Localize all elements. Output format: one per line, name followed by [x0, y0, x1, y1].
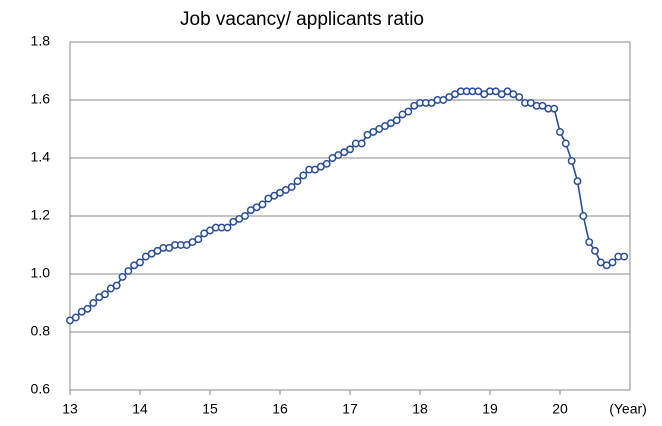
data-point	[258, 200, 267, 209]
x-tick-label: 18	[412, 401, 428, 417]
data-point	[118, 272, 127, 281]
data-point	[194, 235, 203, 244]
data-point	[287, 183, 296, 191]
data-point	[556, 127, 564, 136]
data-point	[101, 290, 109, 299]
y-tick-label: 1.6	[31, 91, 51, 107]
y-tick-label: 1.4	[31, 149, 51, 165]
x-tick-label: 13	[62, 401, 78, 417]
data-point	[357, 139, 366, 148]
data-point	[515, 93, 524, 102]
data-point	[241, 212, 249, 220]
y-tick-label: 1.2	[31, 207, 51, 223]
data-point	[346, 145, 354, 154]
data-point	[567, 156, 576, 165]
data-point	[83, 304, 92, 313]
x-axis-label: (Year)	[609, 401, 647, 417]
data-point	[89, 299, 98, 307]
data-point	[591, 246, 599, 255]
y-tick-label: 1.0	[31, 265, 51, 281]
data-point	[124, 267, 133, 276]
data-point	[136, 258, 144, 267]
y-tick-label: 0.6	[31, 381, 51, 397]
chart-title: Job vacancy/ applicants ratio	[180, 9, 424, 30]
series-line	[69, 90, 625, 322]
data-point	[561, 139, 570, 148]
data-point	[322, 159, 331, 168]
x-tick-label: 15	[202, 401, 218, 417]
x-tick-label: 20	[552, 401, 568, 417]
data-point	[293, 177, 302, 186]
data-point	[392, 116, 401, 125]
data-point	[71, 313, 80, 322]
data-point	[573, 177, 582, 186]
y-tick-label: 0.8	[31, 323, 51, 339]
data-point	[404, 107, 413, 116]
data-point	[579, 212, 588, 220]
data-point	[585, 238, 594, 247]
x-tick-label: 14	[132, 401, 148, 417]
data-point	[608, 258, 617, 267]
data-point	[223, 223, 232, 232]
data-point	[299, 171, 308, 180]
y-tick-label: 1.8	[31, 33, 51, 49]
x-tick-label: 19	[482, 401, 498, 417]
data-point	[550, 104, 559, 113]
data-point	[620, 252, 629, 261]
x-tick-label: 17	[342, 401, 358, 417]
data-point	[112, 281, 121, 290]
x-tick-label: 16	[272, 401, 288, 417]
